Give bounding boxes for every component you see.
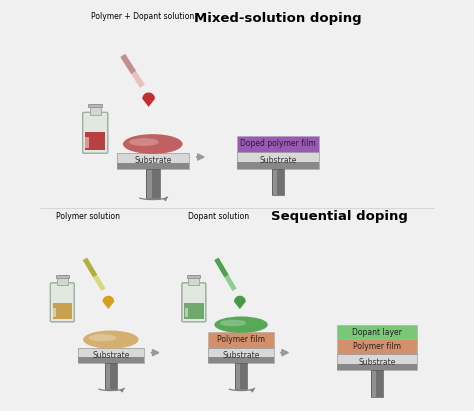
Bar bbox=[337, 325, 417, 339]
Bar bbox=[146, 169, 152, 198]
Bar bbox=[78, 348, 144, 357]
Text: Polymer solution: Polymer solution bbox=[56, 212, 120, 221]
Text: Dopant layer: Dopant layer bbox=[352, 328, 401, 337]
Text: Dopant solution: Dopant solution bbox=[188, 212, 249, 221]
Polygon shape bbox=[102, 296, 114, 309]
Bar bbox=[90, 104, 101, 115]
Bar bbox=[376, 370, 383, 397]
Bar bbox=[272, 169, 277, 195]
Bar bbox=[237, 162, 319, 169]
Bar bbox=[240, 363, 247, 389]
Ellipse shape bbox=[220, 320, 246, 326]
Bar bbox=[110, 363, 117, 389]
Bar bbox=[56, 275, 69, 278]
Text: Polymer film: Polymer film bbox=[217, 335, 265, 344]
Polygon shape bbox=[214, 258, 237, 291]
Bar bbox=[85, 137, 89, 148]
Polygon shape bbox=[214, 258, 228, 277]
Bar bbox=[208, 332, 274, 348]
FancyBboxPatch shape bbox=[82, 112, 108, 153]
Bar bbox=[53, 303, 72, 319]
Bar bbox=[237, 152, 319, 162]
Bar bbox=[337, 339, 417, 354]
Bar bbox=[89, 104, 102, 107]
Bar bbox=[371, 370, 383, 397]
Bar bbox=[208, 348, 274, 357]
Text: Doped polymer film: Doped polymer film bbox=[240, 139, 316, 148]
Text: Substrate: Substrate bbox=[222, 351, 260, 360]
Bar bbox=[57, 275, 68, 285]
FancyBboxPatch shape bbox=[50, 283, 74, 322]
Bar bbox=[152, 169, 160, 198]
Bar bbox=[237, 136, 319, 152]
Bar bbox=[78, 348, 144, 363]
Polygon shape bbox=[142, 92, 155, 107]
Text: Polymer film: Polymer film bbox=[353, 342, 401, 351]
Bar bbox=[78, 357, 144, 363]
Bar bbox=[146, 169, 160, 198]
Text: Substrate: Substrate bbox=[92, 351, 129, 360]
Bar bbox=[105, 363, 110, 389]
Bar bbox=[85, 132, 105, 150]
Bar bbox=[117, 163, 189, 169]
Bar bbox=[337, 354, 417, 370]
Text: Substrate: Substrate bbox=[259, 156, 297, 165]
Bar bbox=[237, 152, 319, 169]
Text: Mixed-solution doping: Mixed-solution doping bbox=[194, 12, 362, 25]
Polygon shape bbox=[120, 54, 136, 74]
Text: Substrate: Substrate bbox=[358, 358, 395, 367]
Bar bbox=[187, 275, 201, 278]
Bar bbox=[208, 348, 274, 363]
Bar bbox=[371, 370, 376, 397]
Bar bbox=[184, 303, 203, 319]
Bar bbox=[189, 275, 199, 285]
Bar bbox=[235, 363, 240, 389]
Ellipse shape bbox=[214, 316, 268, 333]
Text: Substrate: Substrate bbox=[134, 156, 172, 165]
Bar bbox=[105, 363, 117, 389]
Polygon shape bbox=[83, 258, 106, 291]
Bar bbox=[337, 364, 417, 370]
Bar bbox=[272, 169, 284, 195]
Polygon shape bbox=[120, 54, 145, 88]
Bar bbox=[277, 169, 284, 195]
Ellipse shape bbox=[123, 134, 182, 154]
Polygon shape bbox=[83, 258, 97, 277]
Bar bbox=[117, 153, 189, 163]
Bar bbox=[235, 363, 247, 389]
Bar bbox=[53, 308, 56, 317]
FancyBboxPatch shape bbox=[182, 283, 206, 322]
Bar bbox=[117, 153, 189, 169]
Bar bbox=[208, 357, 274, 363]
Ellipse shape bbox=[89, 334, 117, 342]
Bar bbox=[184, 308, 188, 317]
Text: Sequential doping: Sequential doping bbox=[271, 210, 408, 223]
Text: Polymer + Dopant solution: Polymer + Dopant solution bbox=[91, 12, 194, 21]
Bar bbox=[337, 354, 417, 364]
Ellipse shape bbox=[129, 138, 159, 146]
Polygon shape bbox=[234, 296, 246, 309]
Ellipse shape bbox=[83, 330, 138, 349]
